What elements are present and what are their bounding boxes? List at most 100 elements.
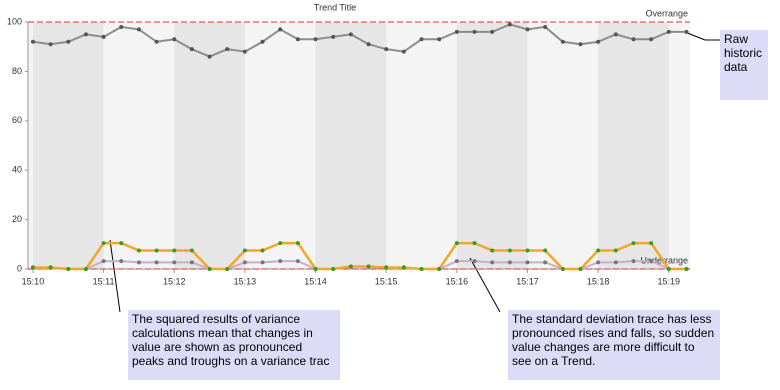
point xyxy=(225,267,230,271)
point xyxy=(454,241,459,246)
point xyxy=(295,241,300,246)
point xyxy=(366,42,371,47)
x-tick-label: 15:10 xyxy=(22,276,45,286)
callout: The squared results of variance calculat… xyxy=(128,310,340,380)
chart-title: Trend Title xyxy=(314,2,356,12)
point xyxy=(525,27,530,32)
y-tick-label: 20 xyxy=(12,214,22,224)
point xyxy=(666,267,671,271)
point xyxy=(172,260,177,265)
x-tick-label: 15:12 xyxy=(163,276,186,286)
point xyxy=(578,267,583,271)
point xyxy=(454,29,459,34)
x-tick-label: 15:18 xyxy=(587,276,610,286)
point xyxy=(207,54,212,59)
point xyxy=(596,260,601,265)
time-band xyxy=(315,22,387,269)
point xyxy=(260,248,265,253)
point xyxy=(613,32,618,37)
callout-line xyxy=(469,257,501,313)
point xyxy=(419,37,424,42)
point xyxy=(242,248,247,253)
callout: Raw historic data xyxy=(720,30,768,100)
plot-background xyxy=(28,22,690,269)
point xyxy=(560,267,565,271)
x-tick-label: 15:11 xyxy=(93,276,115,286)
point xyxy=(366,264,371,269)
x-tick-label: 15:17 xyxy=(516,276,539,286)
point xyxy=(631,37,636,42)
point xyxy=(596,248,601,253)
x-tick-label: 15:13 xyxy=(234,276,257,286)
point xyxy=(30,39,35,44)
point xyxy=(348,32,353,37)
point xyxy=(684,29,689,34)
point xyxy=(472,29,477,34)
point xyxy=(83,267,88,271)
x-tick-label: 15:15 xyxy=(375,276,398,286)
point xyxy=(543,24,548,29)
point xyxy=(437,267,442,271)
point xyxy=(384,265,389,270)
point xyxy=(30,265,35,270)
point xyxy=(48,265,53,270)
point xyxy=(631,259,636,264)
y-tick-label: 80 xyxy=(12,66,22,76)
point xyxy=(331,267,336,271)
point xyxy=(649,241,654,246)
point xyxy=(649,259,654,264)
point xyxy=(525,260,530,265)
callout: The standard deviation trace has less pr… xyxy=(508,310,720,380)
limit-label: Overrange xyxy=(645,8,688,18)
point xyxy=(172,248,177,253)
point xyxy=(154,39,159,44)
series-line xyxy=(32,241,687,271)
point xyxy=(596,39,601,44)
point xyxy=(684,267,689,271)
point xyxy=(490,29,495,34)
y-tick-label: 100 xyxy=(7,16,22,26)
y-tick-label: 40 xyxy=(12,165,22,175)
point xyxy=(154,248,159,253)
point xyxy=(101,241,106,246)
point xyxy=(543,248,548,253)
time-band xyxy=(174,22,245,269)
callout-line xyxy=(109,239,121,313)
point xyxy=(454,259,459,264)
point xyxy=(649,37,654,42)
point xyxy=(242,49,247,54)
x-tick-label: 15:14 xyxy=(304,276,327,286)
point xyxy=(543,260,548,265)
y-tick-label: 60 xyxy=(12,115,22,125)
point xyxy=(507,22,512,27)
point xyxy=(348,264,353,269)
x-tick-label: 15:16 xyxy=(446,276,469,286)
point xyxy=(119,241,124,246)
point xyxy=(278,259,283,264)
point xyxy=(401,49,406,54)
point xyxy=(48,42,53,47)
point xyxy=(189,248,194,253)
point xyxy=(207,267,212,271)
point xyxy=(560,39,565,44)
point xyxy=(83,32,88,37)
point xyxy=(136,27,141,32)
point xyxy=(313,267,318,271)
point xyxy=(419,267,424,271)
point xyxy=(613,248,618,253)
point xyxy=(295,259,300,264)
point xyxy=(507,260,512,265)
point xyxy=(225,47,230,52)
time-band xyxy=(598,22,669,269)
point xyxy=(260,39,265,44)
point xyxy=(507,248,512,253)
point xyxy=(578,42,583,47)
point xyxy=(136,248,141,253)
point xyxy=(136,260,141,265)
point xyxy=(101,259,106,264)
point xyxy=(66,267,71,271)
point xyxy=(278,241,283,246)
point xyxy=(101,34,106,39)
